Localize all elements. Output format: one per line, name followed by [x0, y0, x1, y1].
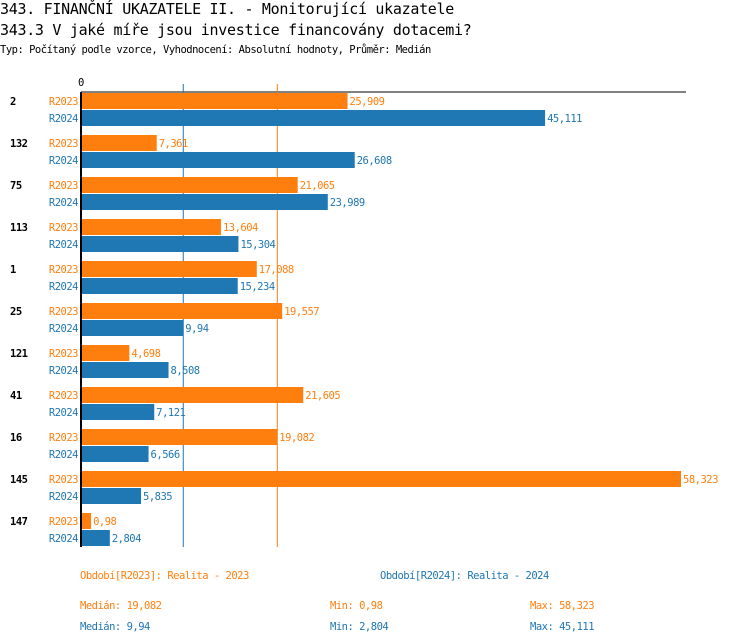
- category-label: 41: [10, 390, 22, 402]
- bar-r2023: [81, 177, 298, 193]
- median-r2023: Medián: 19,082: [80, 600, 162, 612]
- bar-r2023: [81, 345, 130, 361]
- bar-r2024: [81, 362, 169, 378]
- value-label: 21,065: [300, 180, 335, 192]
- series-label: R2023: [49, 432, 78, 444]
- series-label: R2024: [49, 239, 78, 251]
- median-r2024: Medián: 9,94: [80, 621, 150, 633]
- category-label: 25: [10, 306, 22, 318]
- max-r2024: Max: 45,111: [530, 621, 595, 633]
- value-label: 9,94: [185, 323, 208, 335]
- zero-tick-label: 0: [78, 77, 84, 89]
- series-label: R2023: [49, 474, 78, 486]
- series-label: R2023: [49, 138, 78, 150]
- min-r2023: Min: 0,98: [330, 600, 383, 612]
- bar-r2023: [81, 387, 304, 403]
- series-label: R2023: [49, 390, 78, 402]
- value-label: 45,111: [547, 113, 582, 125]
- series-label: R2023: [49, 516, 78, 528]
- value-label: 7,361: [159, 138, 188, 150]
- series-label: R2023: [49, 96, 78, 108]
- page-title: 343. FINANČNÍ UKAZATELE II. - Monitorují…: [0, 0, 455, 18]
- series-label: R2024: [49, 281, 78, 293]
- value-label: 13,604: [223, 222, 258, 234]
- subtitle: Typ: Počítaný podle vzorce, Vyhodnocení:…: [0, 44, 431, 56]
- series-label: R2024: [49, 491, 78, 503]
- legend-r2023: Období[R2023]: Realita - 2023: [80, 570, 249, 582]
- series-label: R2024: [49, 407, 78, 419]
- value-label: 17,088: [259, 264, 294, 276]
- bar-r2024: [81, 152, 355, 168]
- bar-r2023: [81, 471, 681, 487]
- bar-r2023: [81, 261, 257, 277]
- category-label: 145: [10, 474, 28, 486]
- category-label: 121: [10, 348, 28, 360]
- bar-r2024: [81, 278, 238, 294]
- question-title: 343.3 V jaké míře jsou investice financo…: [0, 21, 472, 39]
- series-label: R2023: [49, 264, 78, 276]
- category-label: 75: [10, 180, 22, 192]
- value-label: 58,323: [683, 474, 718, 486]
- series-label: R2024: [49, 533, 78, 545]
- category-label: 1: [10, 264, 16, 276]
- max-r2023: Max: 58,323: [530, 600, 595, 612]
- bar-r2023: [81, 219, 221, 235]
- value-label: 8,508: [171, 365, 200, 377]
- bar-r2023: [81, 135, 157, 151]
- value-label: 25,909: [350, 96, 385, 108]
- legend-r2024: Období[R2024]: Realita - 2024: [380, 570, 549, 582]
- bar-r2024: [81, 530, 110, 546]
- bar-r2023: [81, 93, 348, 109]
- value-label: 23,989: [330, 197, 365, 209]
- series-label: R2024: [49, 323, 78, 335]
- category-label: 132: [10, 138, 28, 150]
- series-label: R2024: [49, 113, 78, 125]
- series-label: R2024: [49, 449, 78, 461]
- value-label: 0,98: [93, 516, 116, 528]
- bar-r2023: [81, 513, 92, 529]
- series-label: R2024: [49, 155, 78, 167]
- category-label: 113: [10, 222, 28, 234]
- bar-r2024: [81, 446, 149, 462]
- series-label: R2024: [49, 197, 78, 209]
- value-label: 5,835: [143, 491, 172, 503]
- bar-r2023: [81, 429, 278, 445]
- value-label: 4,698: [131, 348, 160, 360]
- bar-r2024: [81, 320, 184, 336]
- series-label: R2024: [49, 365, 78, 377]
- series-label: R2023: [49, 180, 78, 192]
- category-label: 147: [10, 516, 28, 528]
- bar-r2024: [81, 404, 155, 420]
- value-label: 26,608: [357, 155, 392, 167]
- bar-chart: 0 2 R2023 25,909 R2024 45,111 132 R2023 7,361 R20…: [10, 77, 719, 547]
- value-label: 2,804: [112, 533, 141, 545]
- value-label: 6,566: [151, 449, 180, 461]
- value-label: 15,304: [240, 239, 275, 251]
- value-label: 15,234: [240, 281, 275, 293]
- series-label: R2023: [49, 306, 78, 318]
- value-label: 19,082: [279, 432, 314, 444]
- value-label: 7,121: [156, 407, 185, 419]
- bar-r2023: [81, 303, 283, 319]
- value-label: 21,605: [305, 390, 340, 402]
- bar-r2024: [81, 194, 328, 210]
- bar-r2024: [81, 488, 142, 504]
- bar-r2024: [81, 110, 546, 126]
- series-label: R2023: [49, 222, 78, 234]
- min-r2024: Min: 2,804: [330, 621, 389, 633]
- bar-r2024: [81, 236, 239, 252]
- category-label: 2: [10, 96, 16, 108]
- category-label: 16: [10, 432, 22, 444]
- value-label: 19,557: [284, 306, 319, 318]
- series-label: R2023: [49, 348, 78, 360]
